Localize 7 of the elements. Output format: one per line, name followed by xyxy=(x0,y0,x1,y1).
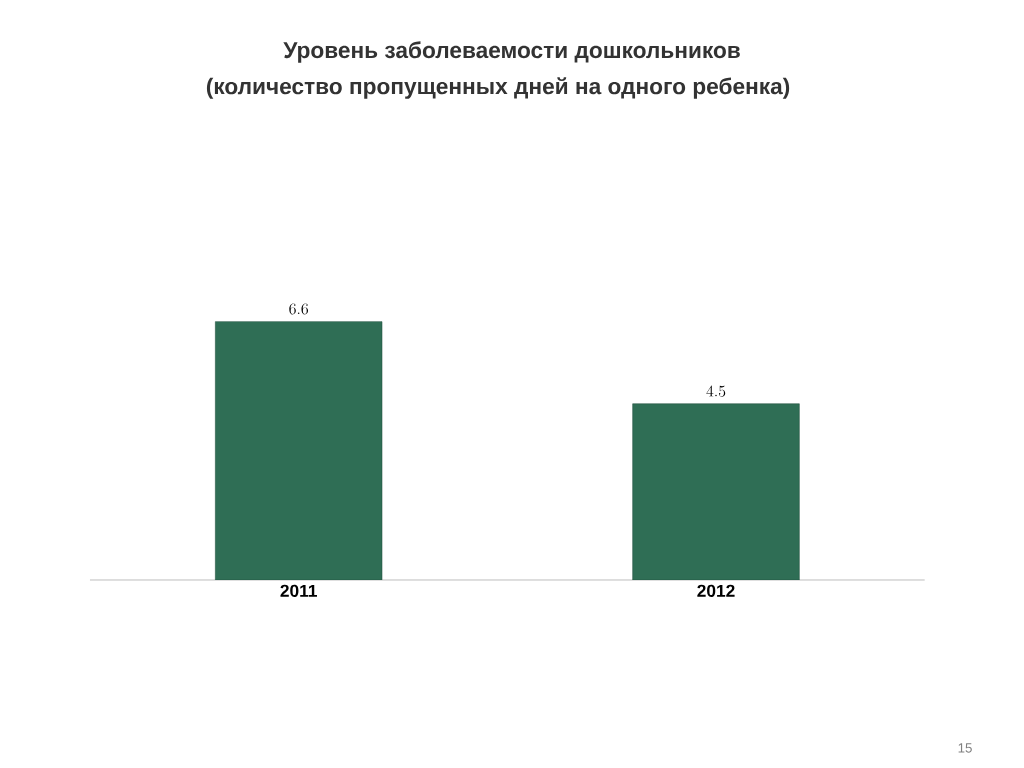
text: 15 xyxy=(958,743,972,753)
chart-subtitle: (количество пропущенных дней на одного ребенка) xyxy=(206,77,790,99)
x-tick-label: 2011 xyxy=(280,584,317,597)
x-tick-label: 2012 xyxy=(697,584,735,597)
data-label: 6.6 xyxy=(289,303,309,315)
chart-title: Уровень заболеваемости дошкольников xyxy=(283,41,740,63)
data-label: 4.5 xyxy=(706,385,726,397)
